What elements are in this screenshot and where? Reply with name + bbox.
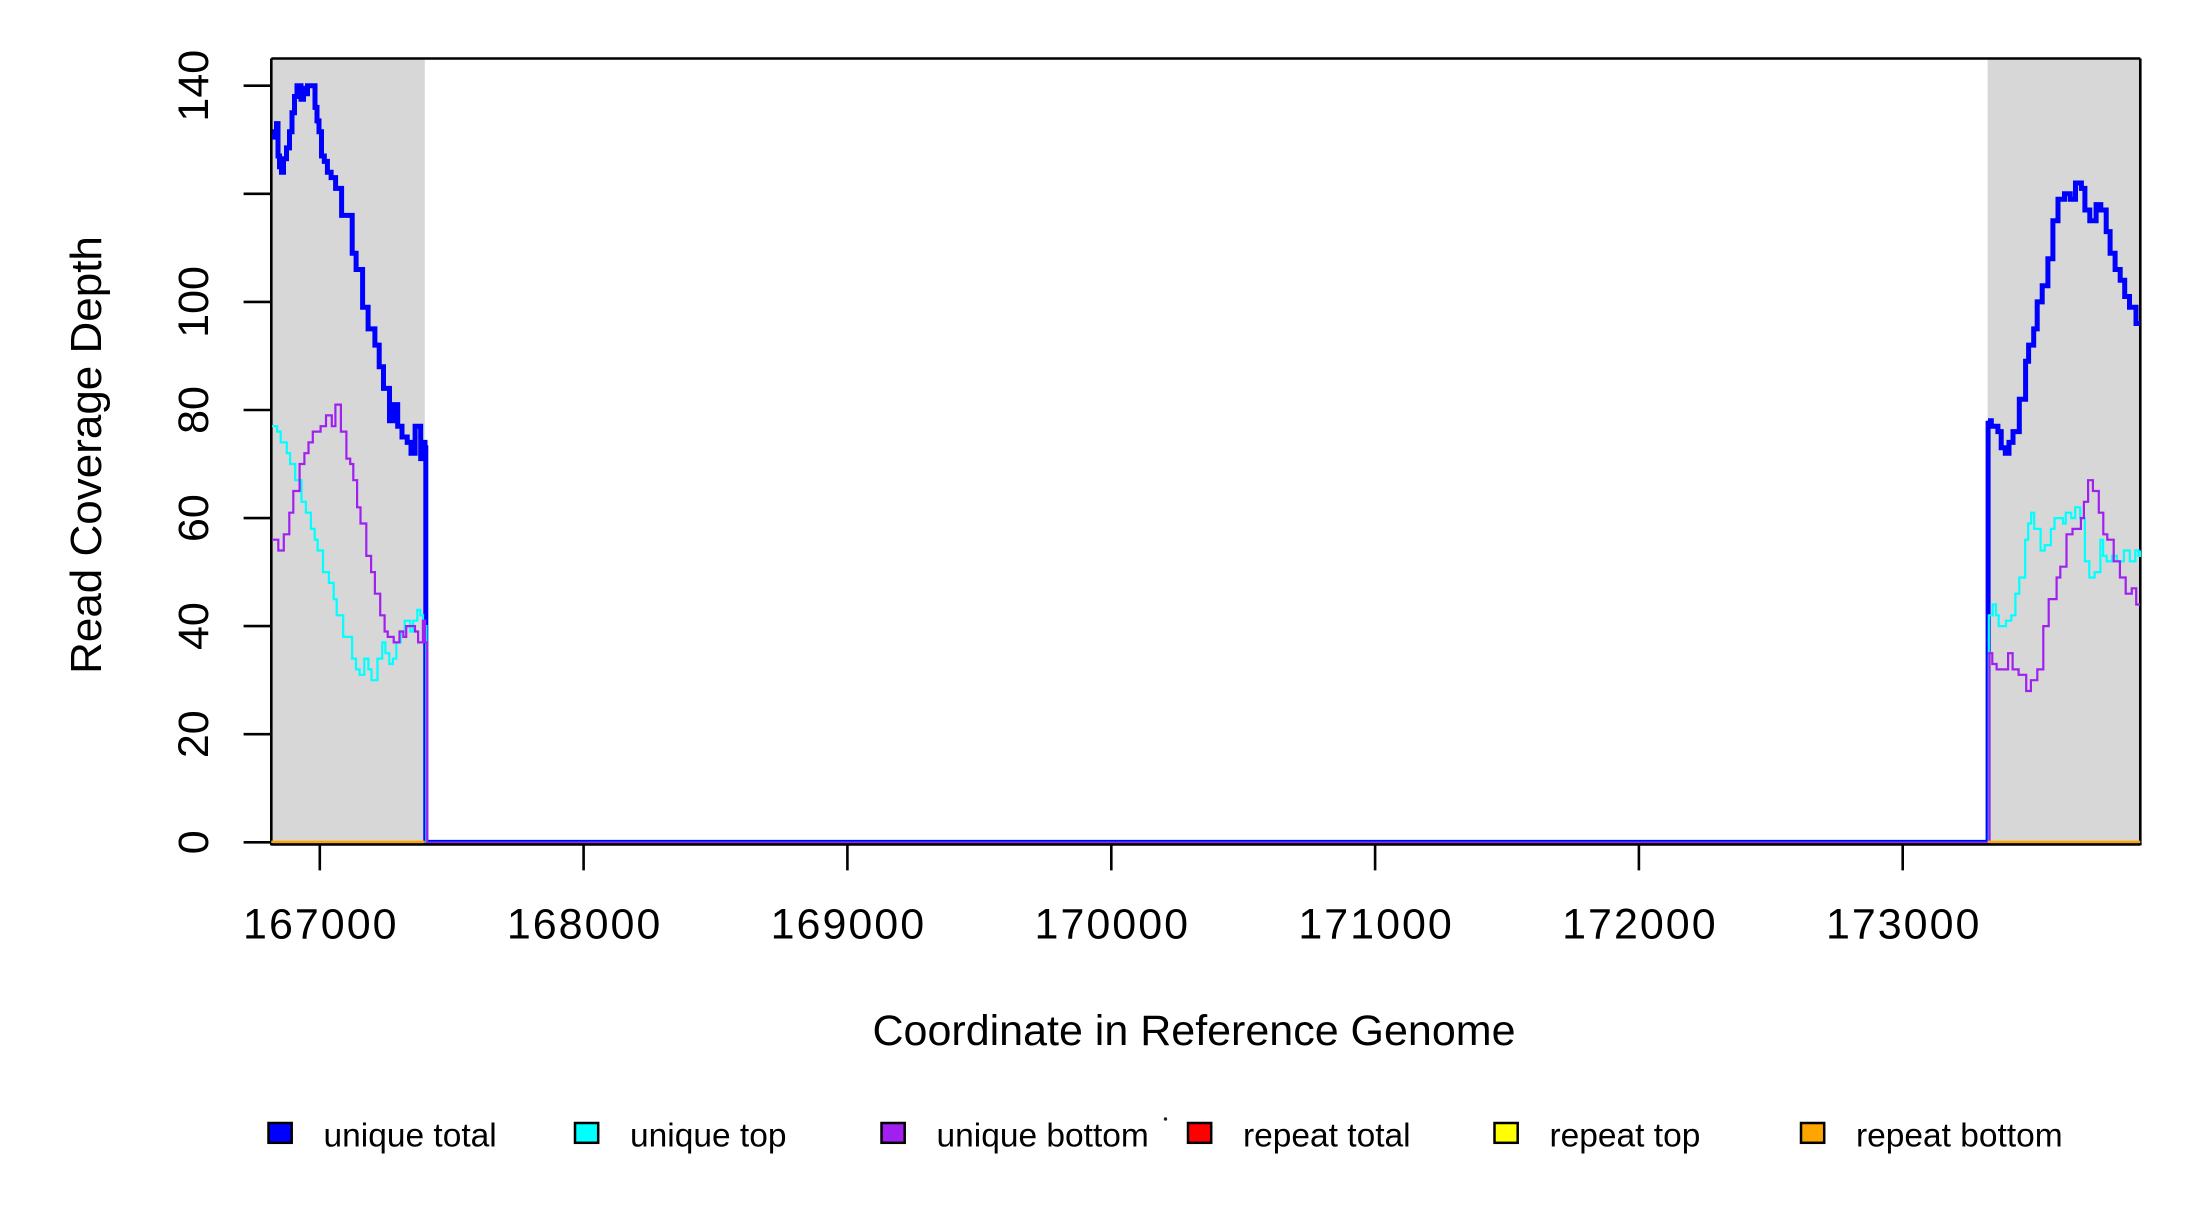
svg-text:unique bottom: unique bottom [937, 1118, 1149, 1155]
svg-text:171000: 171000 [1298, 901, 1454, 949]
svg-text:repeat total: repeat total [1243, 1118, 1411, 1155]
svg-text:140: 140 [170, 50, 218, 122]
svg-text:Read Coverage Depth: Read Coverage Depth [62, 236, 111, 674]
svg-text:100: 100 [170, 266, 218, 338]
svg-text:168000: 168000 [507, 901, 663, 949]
svg-text:60: 60 [170, 494, 218, 542]
svg-text:unique total: unique total [324, 1118, 497, 1155]
svg-text:167000: 167000 [243, 901, 399, 949]
svg-text:40: 40 [170, 602, 218, 650]
svg-text:20: 20 [170, 710, 218, 758]
svg-text:unique top: unique top [630, 1118, 786, 1155]
svg-text:80: 80 [170, 386, 218, 434]
svg-text:169000: 169000 [771, 901, 927, 949]
svg-text:172000: 172000 [1562, 901, 1718, 949]
svg-text:0: 0 [170, 830, 218, 854]
svg-text:173000: 173000 [1826, 901, 1982, 949]
svg-text:repeat top: repeat top [1550, 1118, 1701, 1155]
svg-text:170000: 170000 [1035, 901, 1191, 949]
svg-text:Coordinate in Reference Genome: Coordinate in Reference Genome [873, 1007, 1516, 1055]
svg-text:repeat bottom: repeat bottom [1856, 1118, 2063, 1155]
